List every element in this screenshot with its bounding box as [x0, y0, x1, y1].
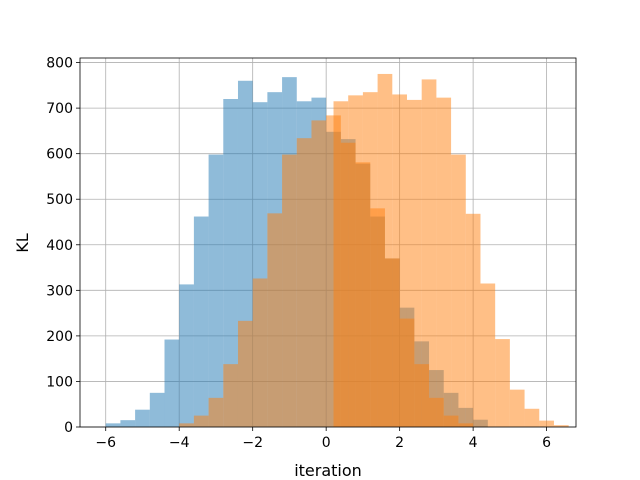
- histogram-bar: [480, 283, 496, 427]
- histogram-bar: [296, 138, 312, 427]
- histogram-bar: [179, 284, 194, 427]
- histogram-bar: [252, 278, 268, 427]
- y-tick-label: 700: [46, 101, 73, 117]
- histogram-bar: [377, 73, 393, 427]
- y-tick-label: 800: [46, 56, 73, 72]
- histogram-bar: [149, 392, 165, 427]
- x-tick-label: 4: [469, 435, 478, 451]
- histogram-bar: [223, 99, 238, 427]
- x-axis-title: iteration: [294, 461, 362, 480]
- x-axis-ticks: −6 −4 −2 0 2 4 6: [95, 427, 551, 451]
- histogram-bar: [524, 408, 540, 427]
- y-tick-label: 100: [46, 374, 73, 390]
- histogram-bar: [451, 154, 466, 428]
- histogram-bar: [362, 92, 378, 428]
- x-tick-label: 0: [322, 435, 331, 451]
- y-tick-label: 200: [46, 329, 73, 345]
- histogram-bar: [208, 397, 224, 427]
- histogram-bar: [164, 339, 180, 427]
- y-tick-label: 500: [46, 192, 73, 208]
- x-tick-label: −2: [242, 435, 263, 451]
- y-tick-label: 0: [64, 420, 73, 436]
- y-tick-label: 400: [46, 238, 73, 254]
- histogram-bar: [509, 389, 525, 427]
- histogram-bar: [223, 364, 238, 427]
- histogram-bar: [392, 94, 407, 427]
- histogram-bar: [311, 120, 327, 428]
- histogram-bar: [436, 97, 452, 427]
- histogram-bar: [333, 101, 349, 428]
- histogram-bar: [237, 320, 253, 427]
- histogram-bar: [135, 409, 150, 427]
- histogram-bar: [267, 213, 283, 427]
- x-tick-label: 6: [542, 435, 551, 451]
- histogram-bar: [421, 79, 437, 428]
- histogram-bar: [193, 415, 209, 427]
- x-tick-label: −4: [169, 435, 190, 451]
- histogram-bar: [179, 423, 194, 427]
- plot-area-frame: [79, 57, 577, 428]
- histogram-bar: [193, 216, 209, 427]
- histogram-bar: [282, 154, 297, 428]
- histogram-bar: [208, 154, 224, 428]
- y-tick-label: 600: [46, 147, 73, 163]
- histogram-bar: [539, 420, 554, 427]
- histogram-bars: [105, 73, 569, 428]
- y-axis-ticks: 0 100 200 300 400 500 600 700 800: [46, 56, 80, 436]
- histogram-bar: [105, 423, 121, 427]
- histogram-bar: [495, 339, 510, 427]
- histogram-bar: [406, 99, 422, 428]
- y-tick-label: 300: [46, 283, 73, 299]
- histogram-bar: [120, 420, 136, 427]
- histogram-bar: [348, 95, 363, 427]
- x-tick-label: 2: [395, 435, 404, 451]
- histogram-bar: [465, 213, 481, 427]
- x-tick-label: −6: [95, 435, 116, 451]
- y-axis-title: KL: [13, 233, 32, 252]
- histogram-bar: [553, 425, 569, 427]
